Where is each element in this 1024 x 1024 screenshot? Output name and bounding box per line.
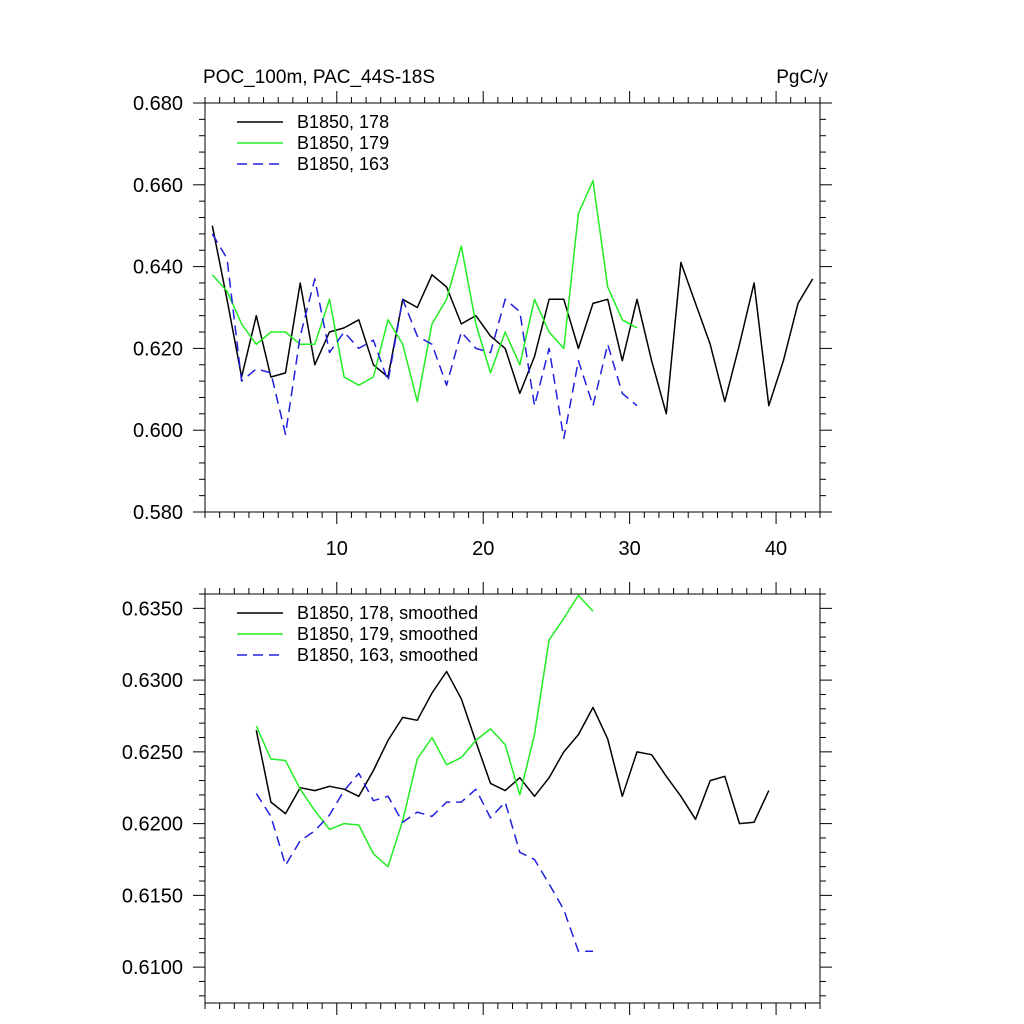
y-tick-label: 0.680 [133,93,183,115]
legend-label: B1850, 179, smoothed [297,624,478,644]
series-line-1-3 [211,233,638,440]
series-line-2-2 [255,594,594,868]
chart-panel-1: 10 20 30 40 0.580 0.600 0.620 0.640 0.660 0.680 PO… [133,67,832,560]
chart-panel-2: 0.6100 0.6150 0.6200 0.6250 0.6300 0.6350 B185… [122,582,832,1015]
y-tick-label: 0.6250 [122,742,183,764]
legend-label: B1850, 163, smoothed [297,645,478,665]
y-tick-label: 0.6100 [122,957,183,979]
legend-label: B1850, 179 [297,133,389,153]
y-tick-label: 0.6150 [122,885,183,907]
series-line-1-2 [211,179,638,403]
y-tick-label: 0.600 [133,420,183,442]
y-tick-label: 0.6200 [122,814,183,836]
chart-title: POC_100m, PAC_44S-18S [203,67,435,88]
units-label: PgC/y [776,67,828,88]
y-tick-label: 0.6350 [122,598,183,620]
y-tick-label: 0.6300 [122,670,183,692]
legend-label: B1850, 163 [297,154,389,174]
series-line-2-1 [255,670,770,825]
x-tick-label: 30 [619,538,641,560]
y-tick-label: 0.620 [133,338,183,360]
y-tick-label: 0.660 [133,175,183,197]
x-tick-label: 40 [765,538,787,560]
x-tick-label: 10 [326,538,348,560]
legend-label: B1850, 178, smoothed [297,603,478,623]
legend-label: B1850, 178 [297,112,389,132]
y-tick-label: 0.640 [133,257,183,279]
series-line-1-1 [211,225,814,415]
x-tick-label: 20 [472,538,494,560]
y-tick-label: 0.580 [133,502,183,524]
series-line-2-3 [255,772,593,953]
